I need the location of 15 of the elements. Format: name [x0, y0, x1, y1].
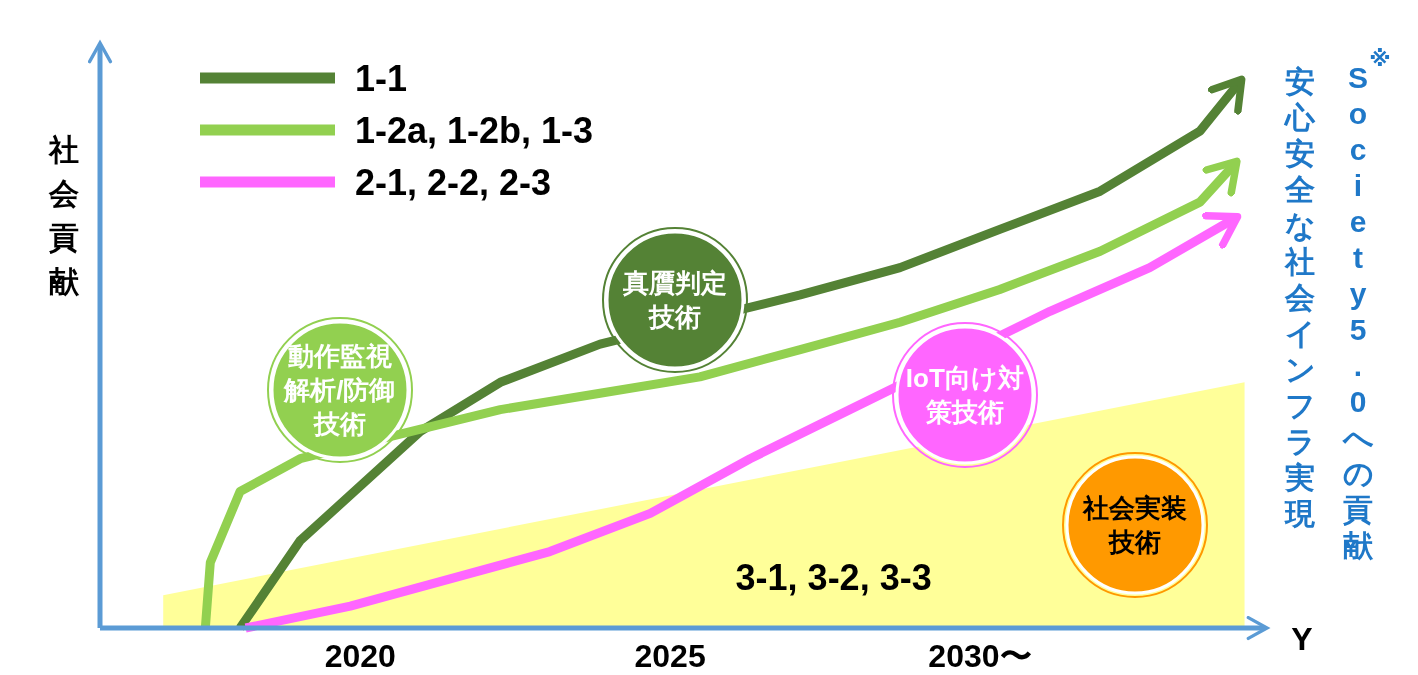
annotation: 真贋判定技術 — [621, 267, 728, 334]
legend-label: 2-1, 2-2, 2-3 — [355, 162, 552, 203]
text: 安心安全な社会インフラ実現 — [1284, 65, 1316, 530]
annotation: IoT向け対策技術 — [905, 362, 1025, 429]
text: S※ociety5.0への貢献 — [1342, 46, 1391, 562]
x-tick-label: 2025 — [634, 638, 706, 674]
legend-label: 1-1 — [355, 58, 408, 99]
x-axis-title: Y — [1291, 621, 1313, 657]
series-label: 3-1, 3-2, 3-3 — [735, 557, 932, 598]
annotation: 動作監視解析/防御技術 — [282, 340, 397, 441]
legend-label: 1-2a, 1-2b, 1-3 — [355, 110, 594, 151]
x-tick-label: 2020 — [324, 638, 396, 674]
annotation: 社会実装技術 — [1081, 492, 1188, 559]
y-axis-title: 社会貢献 — [48, 133, 80, 298]
x-tick-label: 2030〜 — [928, 638, 1032, 674]
